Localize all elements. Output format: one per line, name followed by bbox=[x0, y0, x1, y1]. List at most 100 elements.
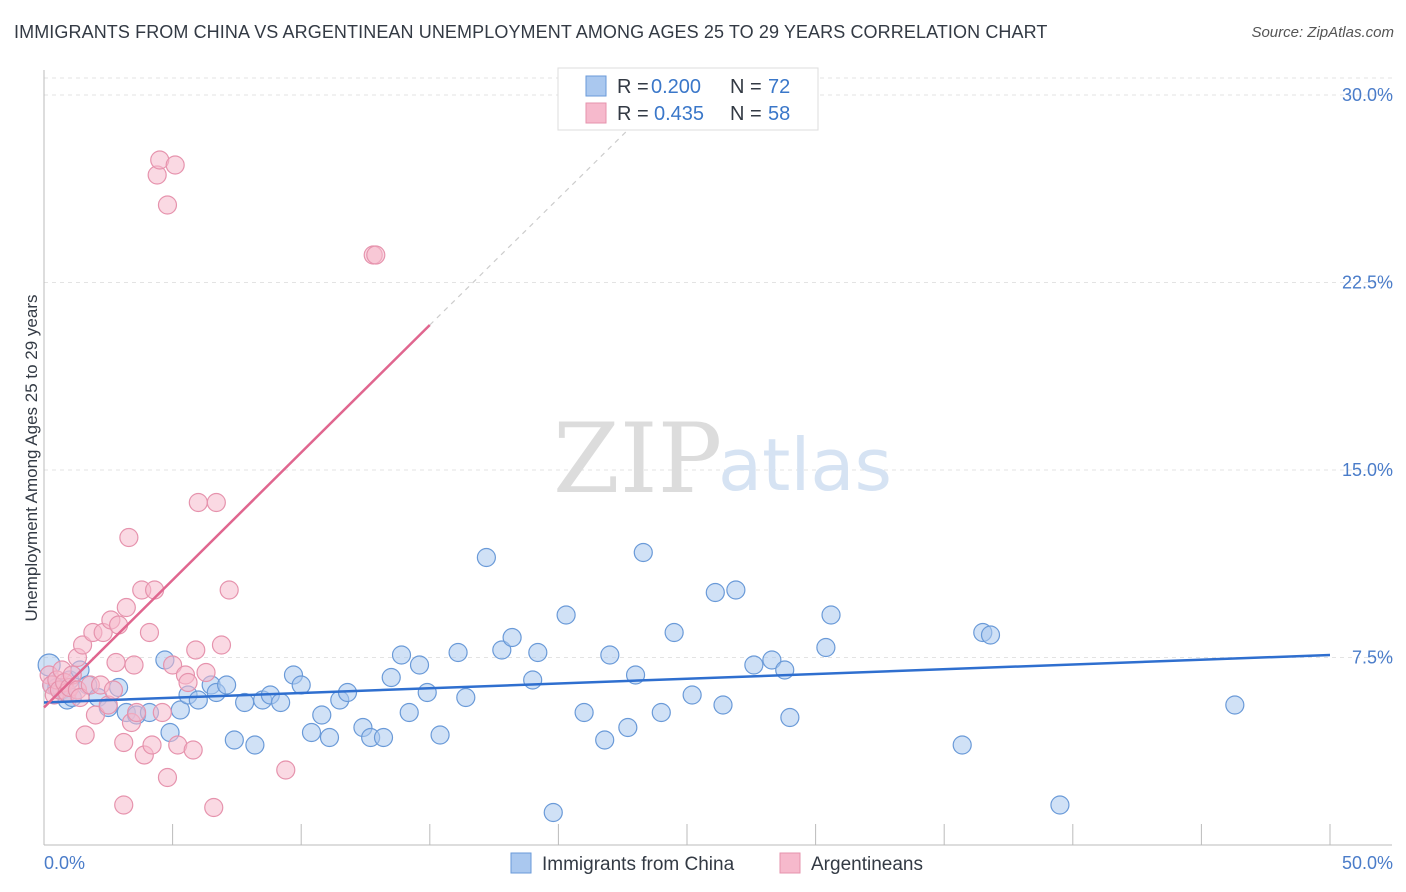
y-tick-label-3: 30.0% bbox=[1342, 85, 1393, 105]
argentina-point bbox=[116, 597, 136, 618]
china-point bbox=[762, 650, 782, 670]
argentina-point bbox=[152, 702, 172, 723]
china-point bbox=[726, 580, 746, 600]
china-point bbox=[312, 705, 332, 725]
trend-line-china bbox=[43, 653, 1331, 704]
bottom-legend: Immigrants from China Argentineans bbox=[510, 852, 923, 875]
legend: R = 0.200 N = 72 R = 0.435 N = 58 bbox=[557, 67, 819, 131]
argentina-point bbox=[103, 680, 124, 700]
x-tick-labels: 0.0% 50.0% bbox=[44, 853, 1393, 873]
bottom-legend-swatch-argentina bbox=[779, 852, 801, 874]
china-point bbox=[456, 687, 476, 708]
argentina-point bbox=[211, 635, 232, 655]
argentina-point bbox=[124, 655, 144, 675]
china-point bbox=[682, 685, 702, 705]
china-point bbox=[417, 682, 437, 703]
argentina-point bbox=[157, 767, 178, 788]
y-tick-label-0: 7.5% bbox=[1352, 648, 1393, 668]
trend-line-argentina-extension bbox=[429, 129, 629, 326]
legend-swatch-china bbox=[585, 75, 607, 97]
legend-china-r-label: R = bbox=[617, 76, 649, 98]
argentina-point bbox=[85, 705, 106, 725]
china-point bbox=[705, 582, 725, 603]
china-point bbox=[245, 735, 265, 755]
china-point bbox=[980, 625, 1001, 645]
bottom-legend-swatch-china bbox=[510, 852, 532, 874]
argentina-point bbox=[114, 795, 134, 815]
series-china-points bbox=[37, 542, 1245, 823]
argentina-point bbox=[142, 735, 162, 755]
china-point bbox=[523, 670, 543, 690]
china-point bbox=[391, 645, 412, 665]
x-tick-label-0: 0.0% bbox=[44, 853, 85, 873]
china-point bbox=[816, 637, 836, 658]
argentina-point bbox=[119, 527, 139, 548]
china-point bbox=[600, 645, 620, 665]
bottom-legend-china-label: Immigrants from China bbox=[542, 854, 735, 875]
legend-china-n-label: N = bbox=[730, 76, 762, 98]
china-point bbox=[821, 605, 841, 625]
argentina-point bbox=[183, 740, 203, 760]
china-point bbox=[528, 642, 548, 663]
argentina-point bbox=[106, 652, 126, 673]
source-credit: Source: ZipAtlas.com bbox=[1251, 24, 1394, 41]
china-point bbox=[633, 542, 653, 563]
x-tick-label-1: 50.0% bbox=[1342, 853, 1393, 873]
china-point bbox=[399, 702, 419, 723]
china-point bbox=[291, 675, 311, 695]
china-point bbox=[301, 722, 322, 743]
argentina-point bbox=[276, 760, 296, 780]
watermark-atlas: atlas bbox=[718, 423, 892, 507]
axes bbox=[43, 70, 1392, 846]
gridlines bbox=[44, 77, 1392, 658]
argentina-point bbox=[178, 672, 198, 693]
legend-china-n-value: 72 bbox=[768, 76, 790, 98]
y-tick-label-1: 15.0% bbox=[1342, 460, 1393, 480]
legend-argentina-n-label: N = bbox=[730, 103, 762, 125]
argentina-point bbox=[366, 245, 386, 265]
china-point bbox=[409, 655, 430, 675]
china-point bbox=[476, 547, 496, 568]
china-point bbox=[448, 642, 468, 663]
china-point bbox=[574, 702, 594, 723]
china-point bbox=[713, 695, 733, 715]
china-point bbox=[217, 675, 237, 695]
argentina-point bbox=[219, 580, 239, 600]
legend-argentina-r-label: R = bbox=[617, 103, 649, 125]
trend-line-argentina bbox=[43, 324, 431, 709]
china-point bbox=[780, 707, 800, 728]
china-point bbox=[1225, 695, 1245, 715]
china-point bbox=[556, 605, 576, 625]
argentina-point bbox=[206, 492, 226, 513]
china-point bbox=[430, 725, 450, 745]
china-point bbox=[543, 802, 563, 823]
argentina-point bbox=[108, 615, 129, 635]
china-point bbox=[319, 727, 340, 748]
china-point bbox=[952, 735, 972, 755]
china-point bbox=[618, 717, 638, 738]
argentina-point bbox=[139, 622, 160, 643]
y-tick-label-2: 22.5% bbox=[1342, 273, 1393, 293]
china-point bbox=[271, 692, 291, 713]
legend-china-r-value: 0.200 bbox=[651, 76, 701, 98]
y-tick-labels: 7.5% 15.0% 22.5% 30.0% bbox=[1342, 85, 1393, 668]
watermark-zip: ZIP bbox=[553, 403, 722, 515]
legend-argentina-r-value: 0.435 bbox=[654, 103, 704, 125]
china-point bbox=[188, 690, 208, 710]
china-point bbox=[502, 627, 522, 648]
china-point bbox=[744, 655, 764, 675]
china-point bbox=[651, 702, 671, 723]
argentina-point bbox=[114, 732, 134, 753]
argentina-point bbox=[204, 797, 224, 818]
watermark: ZIP atlas bbox=[553, 403, 892, 515]
argentina-point bbox=[126, 702, 147, 723]
china-point bbox=[224, 730, 244, 750]
china-point bbox=[492, 640, 512, 660]
legend-swatch-argentina bbox=[585, 102, 607, 124]
argentina-point bbox=[157, 195, 178, 215]
china-point bbox=[373, 727, 394, 748]
y-axis-label: Unemployment Among Ages 25 to 29 years bbox=[22, 295, 41, 622]
china-point bbox=[381, 667, 401, 688]
chart-title: IMMIGRANTS FROM CHINA VS ARGENTINEAN UNE… bbox=[14, 22, 1048, 42]
